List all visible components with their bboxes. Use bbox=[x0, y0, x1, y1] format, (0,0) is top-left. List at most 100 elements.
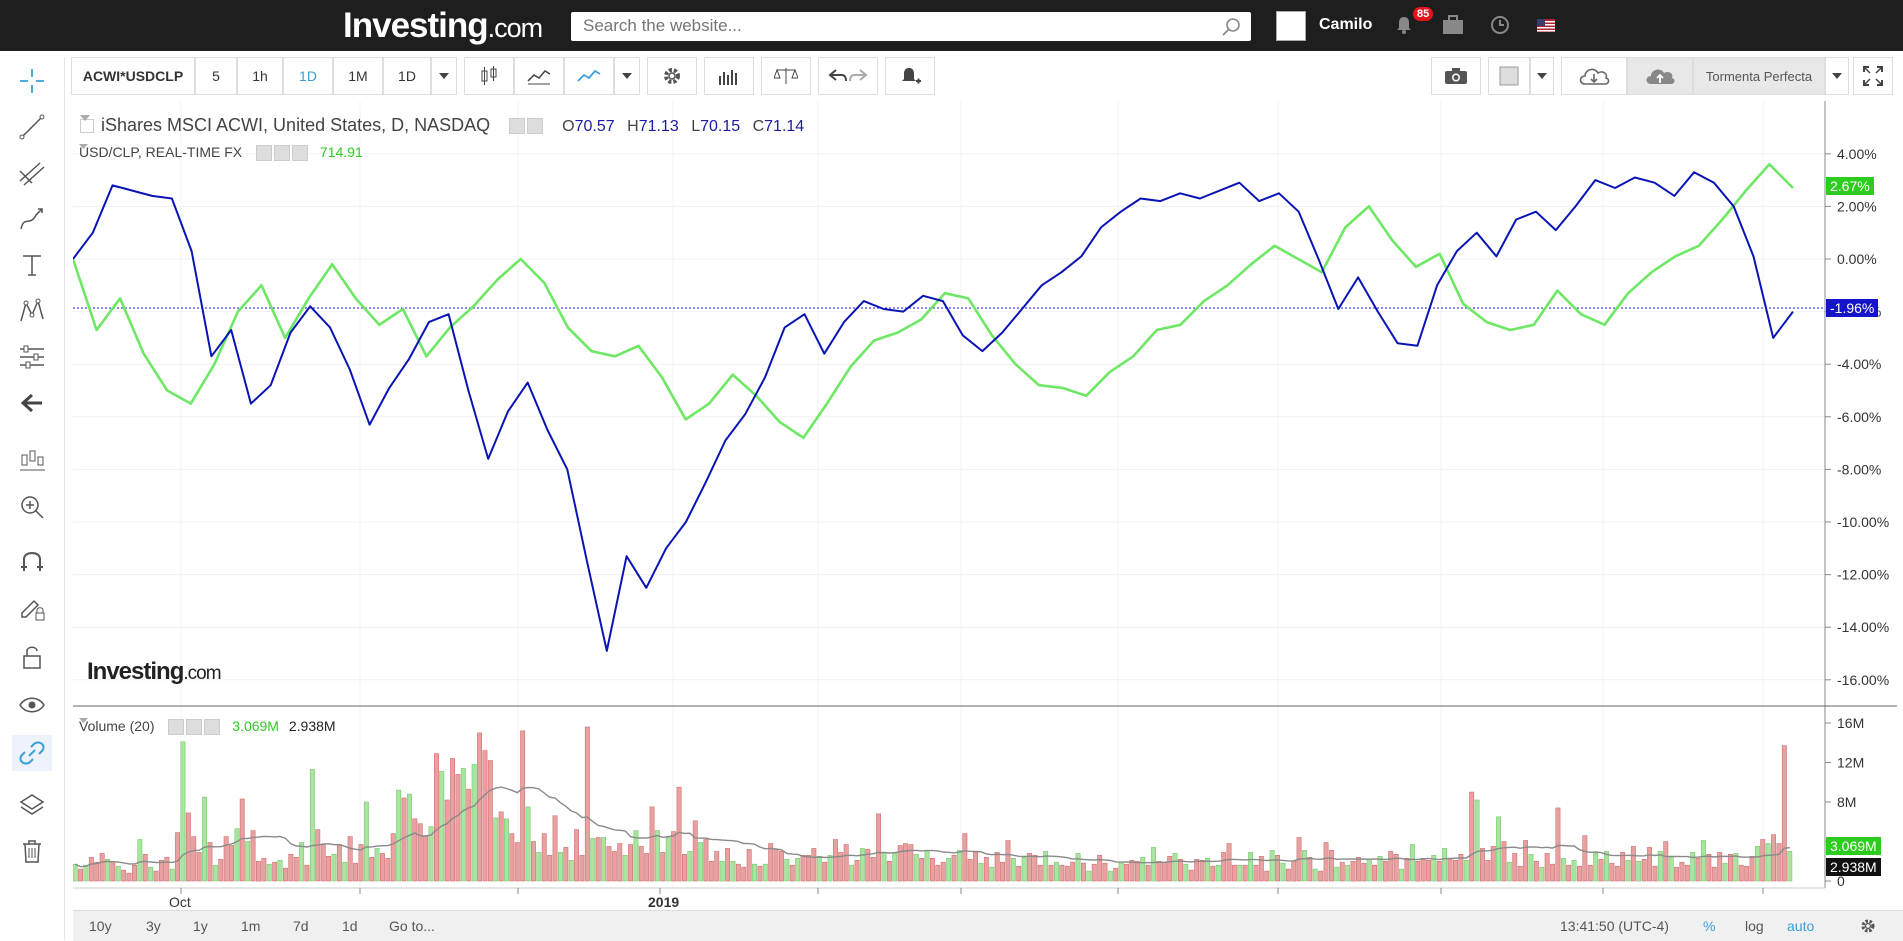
hide-series-icon[interactable] bbox=[509, 118, 526, 135]
avatar[interactable] bbox=[1276, 11, 1306, 41]
crosshair-tool[interactable] bbox=[12, 63, 52, 99]
interval-1mo-button[interactable]: 1M bbox=[333, 57, 383, 95]
remove-series-icon[interactable] bbox=[204, 719, 221, 736]
remove-series-icon[interactable] bbox=[292, 145, 309, 162]
chevron-down-icon[interactable] bbox=[79, 718, 88, 723]
investing-logo[interactable]: Investing.com bbox=[343, 6, 543, 45]
hide-series-icon[interactable] bbox=[168, 719, 185, 736]
range-7d-button[interactable]: 7d bbox=[293, 918, 309, 934]
remove-drawings-tool[interactable] bbox=[12, 833, 52, 869]
collapse-tools-button[interactable] bbox=[12, 385, 52, 421]
range-1m-button[interactable]: 1m bbox=[241, 918, 261, 934]
measure-tool[interactable] bbox=[12, 339, 52, 375]
gear-icon[interactable] bbox=[1859, 917, 1877, 935]
range-1y-button[interactable]: 1y bbox=[193, 918, 208, 934]
template-selector[interactable]: Tormenta Perfecta bbox=[1693, 57, 1825, 95]
settings-button[interactable] bbox=[647, 57, 697, 95]
layout-button[interactable] bbox=[1488, 57, 1530, 95]
range-1d-button[interactable]: 1d bbox=[342, 918, 358, 934]
us-flag-icon[interactable] bbox=[1537, 19, 1555, 32]
zoom-tool[interactable] bbox=[12, 489, 52, 525]
bell-icon[interactable] bbox=[1395, 15, 1413, 35]
goto-date-button[interactable]: Go to... bbox=[389, 918, 435, 934]
lock-drawings-tool[interactable] bbox=[12, 591, 52, 627]
volume-bar bbox=[1744, 865, 1750, 882]
top-navigation-bar: Investing.com Camilo 85 bbox=[0, 0, 1903, 51]
text-tool[interactable] bbox=[12, 247, 52, 283]
briefcase-icon[interactable] bbox=[1442, 15, 1464, 35]
object-tree-tool[interactable] bbox=[12, 787, 52, 823]
volume-bar bbox=[1409, 844, 1415, 882]
cloud-upload-button[interactable] bbox=[1627, 57, 1693, 95]
chart-type-dropdown[interactable] bbox=[614, 57, 640, 95]
hide-series-icon[interactable] bbox=[256, 145, 273, 162]
trash-icon bbox=[23, 840, 41, 863]
candles-button[interactable] bbox=[464, 57, 514, 95]
sync-drawings-tool[interactable] bbox=[12, 735, 52, 771]
interval-1d-button[interactable]: 1D bbox=[283, 57, 333, 95]
line-chart-button[interactable] bbox=[564, 57, 614, 95]
template-dropdown[interactable] bbox=[1825, 57, 1849, 95]
volume-bar bbox=[644, 853, 650, 882]
volume-title[interactable]: Volume (20) bbox=[79, 718, 155, 734]
range-3y-button[interactable]: 3y bbox=[146, 918, 161, 934]
chevron-down-icon[interactable] bbox=[80, 115, 90, 121]
fib-tool[interactable] bbox=[12, 155, 52, 191]
volume-bar bbox=[1722, 862, 1728, 882]
volume-bar bbox=[692, 820, 698, 882]
search-input[interactable] bbox=[571, 12, 1195, 40]
collapse-legend-icon[interactable] bbox=[80, 119, 94, 134]
chart-svg[interactable]: 4.00%2.00%0.00%-2.00%-4.00%-6.00%-8.00%-… bbox=[73, 101, 1897, 911]
user-name[interactable]: Camilo bbox=[1319, 16, 1373, 33]
interval-dropdown[interactable] bbox=[431, 57, 457, 95]
volume-bar bbox=[309, 769, 315, 882]
volume-bar bbox=[1571, 859, 1577, 882]
fullscreen-button[interactable] bbox=[1853, 57, 1893, 95]
log-scale-toggle[interactable]: log bbox=[1745, 918, 1764, 934]
range-10y-button[interactable]: 10y bbox=[89, 918, 112, 934]
compare-button[interactable] bbox=[761, 57, 811, 95]
percent-scale-toggle[interactable]: % bbox=[1703, 918, 1716, 934]
layout-dropdown[interactable] bbox=[1530, 57, 1554, 95]
search-icon[interactable] bbox=[1221, 17, 1241, 37]
chevron-down-icon[interactable] bbox=[79, 144, 88, 149]
volume-bar bbox=[1183, 863, 1189, 882]
interval-1h-button[interactable]: 1h bbox=[237, 57, 283, 95]
volume-bar bbox=[277, 859, 283, 882]
volume-bar bbox=[838, 852, 844, 882]
alert-button[interactable] bbox=[885, 57, 935, 95]
series-settings-icon[interactable] bbox=[527, 118, 544, 135]
unlock-tool[interactable] bbox=[12, 639, 52, 675]
interval-5m-button[interactable]: 5 bbox=[195, 57, 237, 95]
fx-series-title[interactable]: USD/CLP, REAL-TIME FX bbox=[79, 144, 243, 160]
trend-line-tool[interactable] bbox=[12, 109, 52, 145]
volume-bar bbox=[509, 833, 515, 882]
search-box[interactable] bbox=[571, 12, 1251, 41]
chart-area[interactable]: 4.00%2.00%0.00%-2.00%-4.00%-6.00%-8.00%-… bbox=[73, 101, 1897, 911]
auto-scale-toggle[interactable]: auto bbox=[1787, 918, 1815, 934]
volume-bar bbox=[1134, 860, 1140, 882]
indicators-button[interactable] bbox=[704, 57, 754, 95]
main-series-title[interactable]: iShares MSCI ACWI, United States, D, NAS… bbox=[101, 115, 491, 135]
pitchfork-icon bbox=[19, 162, 45, 186]
area-chart-button[interactable] bbox=[514, 57, 564, 95]
brush-tool[interactable] bbox=[12, 201, 52, 237]
magnet-tool[interactable] bbox=[12, 543, 52, 579]
crosshair-icon bbox=[20, 69, 44, 93]
clock-icon[interactable] bbox=[1490, 15, 1510, 35]
interval-selected-button[interactable]: 1D bbox=[383, 57, 431, 95]
volume-bar bbox=[1587, 864, 1593, 882]
redo-icon[interactable] bbox=[848, 68, 868, 84]
clock-readout[interactable]: 13:41:50 (UTC-4) bbox=[1560, 918, 1669, 934]
cloud-download-icon bbox=[1579, 68, 1610, 85]
symbol-selector[interactable]: ACWI*USDCLP bbox=[71, 57, 195, 95]
volume-bar bbox=[1151, 847, 1157, 882]
hide-drawings-tool[interactable] bbox=[12, 687, 52, 723]
undo-icon[interactable] bbox=[828, 68, 848, 84]
candles-tool[interactable] bbox=[12, 441, 52, 477]
pattern-tool[interactable] bbox=[12, 293, 52, 329]
screenshot-button[interactable] bbox=[1431, 57, 1481, 95]
cloud-download-button[interactable] bbox=[1561, 57, 1627, 95]
series-settings-icon[interactable] bbox=[274, 145, 291, 162]
series-settings-icon[interactable] bbox=[186, 719, 203, 736]
